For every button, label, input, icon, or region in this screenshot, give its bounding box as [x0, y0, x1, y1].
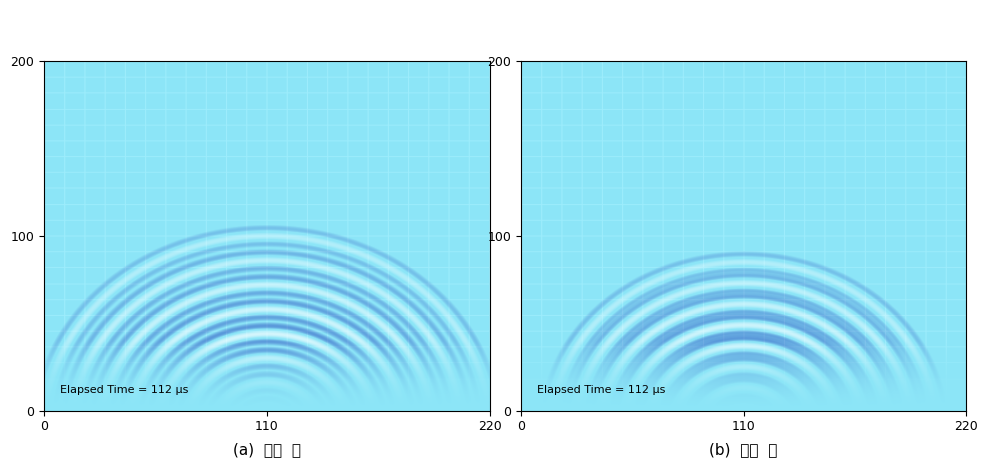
- Text: Elapsed Time = 112 μs: Elapsed Time = 112 μs: [61, 385, 188, 395]
- Text: Elapsed Time = 112 μs: Elapsed Time = 112 μs: [537, 385, 665, 395]
- X-axis label: (a)  가열  전: (a) 가열 전: [232, 442, 301, 457]
- X-axis label: (b)  가열  중: (b) 가열 중: [709, 442, 778, 457]
